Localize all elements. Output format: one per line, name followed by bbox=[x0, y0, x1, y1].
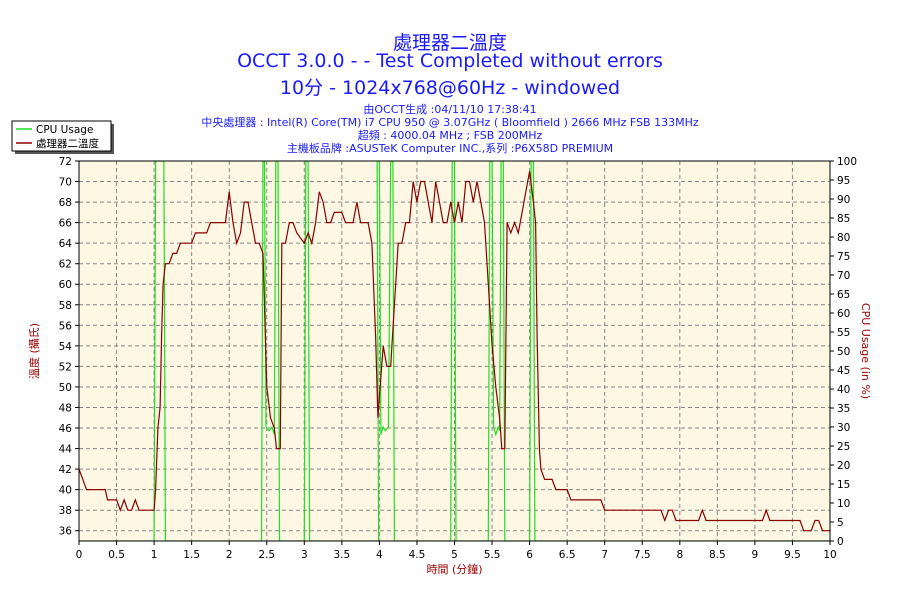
x-tick-label: 7.5 bbox=[634, 549, 651, 561]
y-right-tick-label: 50 bbox=[837, 346, 850, 358]
x-tick-label: 6.5 bbox=[559, 549, 576, 561]
x-tick-label: 4 bbox=[376, 549, 383, 561]
x-tick-label: 8 bbox=[676, 549, 683, 561]
y-left-axis-label: 溫度 (攝氏) bbox=[27, 323, 41, 379]
info-cpu: 中央處理器 : Intel(R) Core(TM) i7 CPU 950 @ 3… bbox=[201, 116, 699, 129]
y-right-tick-label: 60 bbox=[837, 308, 850, 320]
y-right-tick-label: 85 bbox=[837, 213, 850, 225]
y-left-tick-label: 66 bbox=[59, 218, 73, 230]
info-overclock: 超頻 : 4000.04 MHz ; FSB 200MHz bbox=[357, 129, 543, 142]
x-tick-label: 2.5 bbox=[258, 549, 275, 561]
y-left-tick-label: 52 bbox=[59, 361, 72, 373]
x-tick-label: 3 bbox=[301, 549, 308, 561]
legend-entry-temperature: 處理器二溫度 bbox=[36, 137, 99, 150]
y-right-tick-label: 15 bbox=[837, 479, 850, 491]
plot-border bbox=[78, 160, 831, 542]
y-right-tick-label: 100 bbox=[837, 156, 857, 168]
series-line-cpu-usage bbox=[79, 161, 830, 541]
series-line-temperature bbox=[79, 171, 830, 532]
x-tick-label: 1 bbox=[151, 549, 158, 561]
y-left-tick-label: 72 bbox=[59, 156, 72, 168]
y-left-tick-label: 56 bbox=[59, 320, 73, 332]
y-right-tick-label: 65 bbox=[837, 289, 850, 301]
y-right-tick-label: 75 bbox=[837, 251, 850, 263]
legend: CPU Usage 處理器二溫度 bbox=[11, 120, 114, 154]
x-tick-label: 1.5 bbox=[183, 549, 200, 561]
y-left-tick-label: 44 bbox=[59, 444, 73, 456]
y-right-tick-label: 55 bbox=[837, 327, 850, 339]
y-left-tick-label: 60 bbox=[59, 279, 72, 291]
y-left-tick-label: 68 bbox=[59, 197, 72, 209]
y-left-tick-label: 40 bbox=[59, 485, 72, 497]
y-right-axis-label: CPU Usage (in %) bbox=[859, 303, 872, 399]
y-right-tick-label: 40 bbox=[837, 384, 850, 396]
y-right-tick-label: 80 bbox=[837, 232, 850, 244]
y-left-tick-label: 38 bbox=[59, 505, 72, 517]
x-tick-label: 10 bbox=[823, 549, 836, 561]
y-right-tick-label: 90 bbox=[837, 194, 850, 206]
chart-series bbox=[79, 161, 830, 541]
legend-entry-cpu-usage: CPU Usage bbox=[36, 124, 93, 136]
x-axis-label: 時間 (分鐘) bbox=[426, 562, 482, 576]
y-left-tick-label: 36 bbox=[59, 526, 73, 538]
y-right-tick-label: 10 bbox=[837, 498, 850, 510]
x-tick-label: 4.5 bbox=[409, 549, 426, 561]
y-right-tick-label: 35 bbox=[837, 403, 850, 415]
x-tick-label: 5.5 bbox=[484, 549, 501, 561]
y-left-tick-label: 64 bbox=[59, 238, 73, 250]
x-tick-label: 2 bbox=[226, 549, 233, 561]
y-right-tick-label: 95 bbox=[837, 175, 850, 187]
y-right-tick-label: 70 bbox=[837, 270, 850, 282]
y-left-axis-ticks: 36 38 40 42 44 46 48 50 52 54 56 58 60 62 64 66 68 70 72 bbox=[59, 156, 79, 538]
chart-title: 處理器二溫度 bbox=[392, 32, 507, 54]
y-left-tick-label: 46 bbox=[59, 423, 73, 435]
y-right-tick-label: 5 bbox=[837, 517, 844, 529]
x-tick-label: 0.5 bbox=[108, 549, 125, 561]
y-right-tick-label: 0 bbox=[837, 536, 844, 548]
y-left-tick-label: 62 bbox=[59, 259, 72, 271]
y-left-tick-label: 70 bbox=[59, 177, 72, 189]
y-left-tick-label: 58 bbox=[59, 300, 72, 312]
y-left-tick-label: 48 bbox=[59, 402, 72, 414]
x-tick-label: 5 bbox=[451, 549, 458, 561]
x-tick-label: 9.5 bbox=[784, 549, 801, 561]
y-right-tick-label: 25 bbox=[837, 441, 850, 453]
x-tick-label: 0 bbox=[76, 549, 83, 561]
legend-box bbox=[11, 120, 112, 152]
y-left-tick-label: 42 bbox=[59, 464, 72, 476]
y-left-tick-label: 54 bbox=[59, 341, 73, 353]
grid-lines bbox=[79, 160, 830, 541]
y-right-tick-label: 45 bbox=[837, 365, 850, 377]
y-right-tick-label: 30 bbox=[837, 422, 850, 434]
x-tick-label: 7 bbox=[601, 549, 608, 561]
info-motherboard: 主機板品牌 :ASUSTeK Computer INC.,系列 :P6X58D … bbox=[286, 142, 614, 155]
x-axis-ticks: 0 0.5 1 1.5 2 2.5 3 3.5 4 4.5 5 5.5 6 6.5 7 7.5 8 8.5 9 9.5… bbox=[76, 541, 837, 561]
chart-subtitle: OCCT 3.0.0 - - Test Completed without er… bbox=[237, 50, 663, 72]
x-tick-label: 8.5 bbox=[709, 549, 726, 561]
x-tick-label: 9 bbox=[752, 549, 759, 561]
y-left-tick-label: 50 bbox=[59, 382, 72, 394]
y-right-axis-ticks: 0 5 10 15 20 25 30 35 40 45 50 55 60 65 70 75 80 85 90 95 10… bbox=[830, 156, 857, 548]
chart-subtitle-test-info: 10分 - 1024x768@60Hz - windowed bbox=[279, 77, 621, 99]
info-generated-date: 由OCCT生成 :04/11/10 17:38:41 bbox=[363, 103, 537, 116]
x-tick-label: 3.5 bbox=[333, 549, 350, 561]
x-tick-label: 6 bbox=[526, 549, 533, 561]
y-right-tick-label: 20 bbox=[837, 460, 850, 472]
